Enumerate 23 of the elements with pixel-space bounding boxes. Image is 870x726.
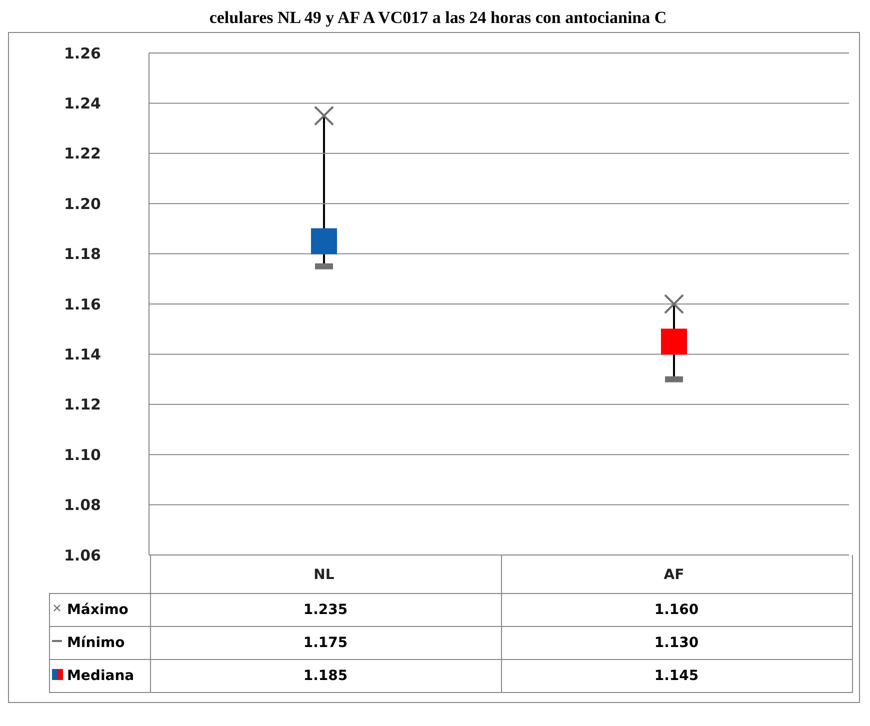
y-tick-label: 1.08 <box>64 496 101 514</box>
y-tick-label: 1.18 <box>64 245 101 264</box>
legend-label: Mediana <box>50 659 150 692</box>
data-label: 1.145 <box>501 659 852 692</box>
x-tick-label: NL <box>314 566 334 583</box>
y-tick-label: 1.10 <box>64 446 101 464</box>
y-tick-label: 1.20 <box>64 194 101 213</box>
x-tick-label: AF <box>664 566 684 583</box>
y-tick-label: 1.12 <box>64 396 101 414</box>
legend-label: Mínimo <box>50 626 150 659</box>
y-tick-label: 1.14 <box>64 346 101 364</box>
data-label: 1.185 <box>150 659 501 692</box>
chart-title: celulares NL 49 y AF A VC017 a las 24 horas con antocianina C <box>208 8 668 28</box>
data-label: 1.235 <box>150 593 501 626</box>
data-label: 1.160 <box>501 593 852 626</box>
data-label: 1.130 <box>501 626 852 659</box>
y-tick-label: 1.16 <box>64 295 101 314</box>
y-tick-label: 1.26 <box>64 44 101 62</box>
y-tick-label: 1.24 <box>64 94 101 113</box>
legend-label: Máximo <box>50 593 150 626</box>
y-tick-label: 1.22 <box>64 144 101 163</box>
data-label: 1.175 <box>150 626 501 659</box>
y-tick-label: 1.06 <box>64 546 101 564</box>
